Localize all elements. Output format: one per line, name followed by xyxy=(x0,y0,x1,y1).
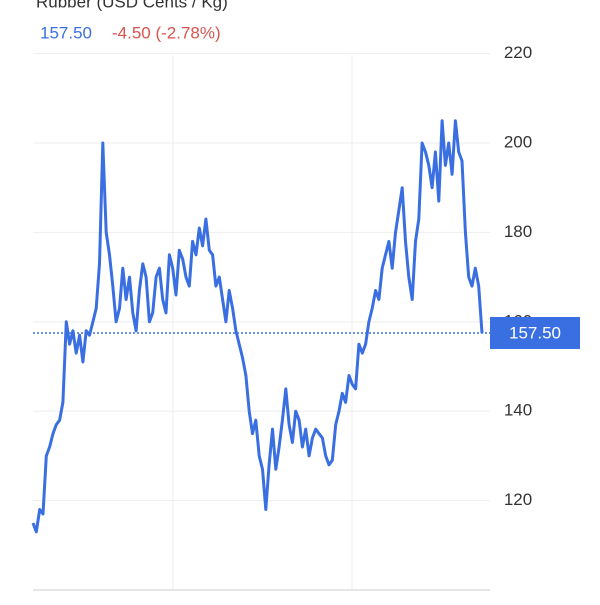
current-price: 157.50 xyxy=(40,23,92,42)
y-tick-label: 220 xyxy=(504,43,532,62)
last-price-label: 157.50 xyxy=(509,323,561,342)
last-price-box xyxy=(490,316,580,349)
chart-title: Rubber (USD Cents / Kg) xyxy=(36,0,228,11)
y-tick-label: 120 xyxy=(504,490,532,509)
line-series xyxy=(31,119,484,534)
y-tick-label: 200 xyxy=(504,133,532,152)
y-tick-label: 180 xyxy=(504,222,532,241)
price-change: -4.50 (-2.78%) xyxy=(112,23,221,42)
y-tick-label: 140 xyxy=(504,401,532,420)
